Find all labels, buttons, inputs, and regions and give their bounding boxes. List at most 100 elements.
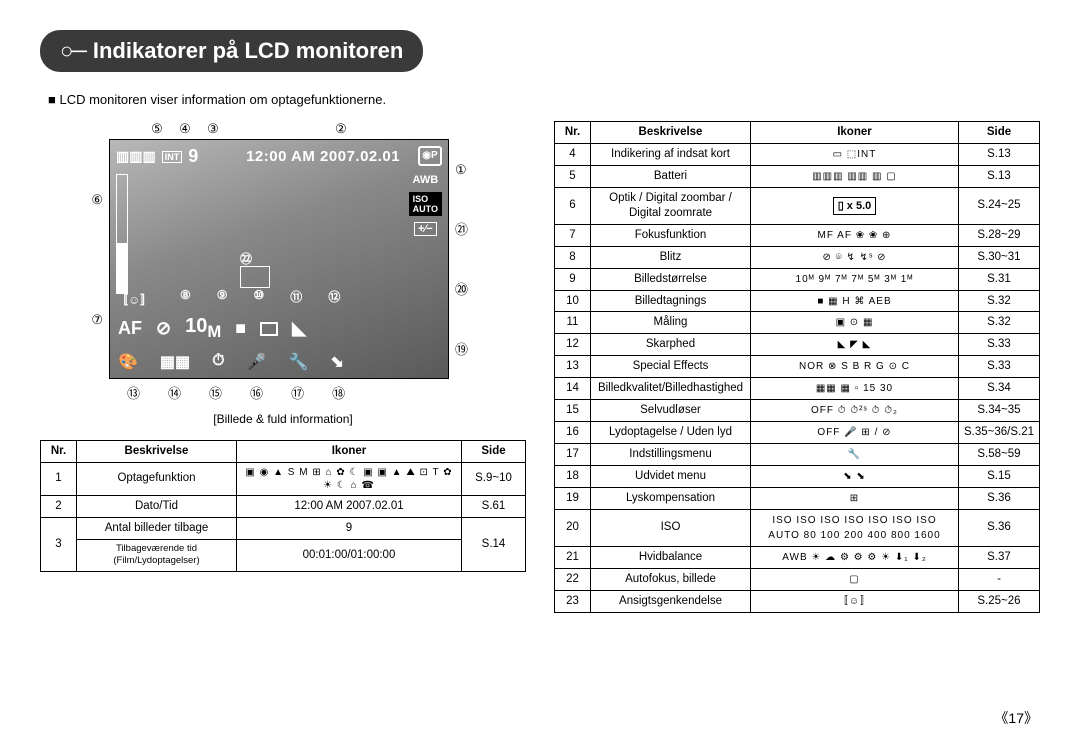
callout-16: ⑯ (250, 383, 263, 402)
table-row: 14Billedkvalitet/Billedhastighed▦▦ ▦ ▫ 1… (555, 378, 1040, 400)
mic-icon: 🎤 (247, 352, 267, 372)
quality-icon: ▦▦ (160, 352, 190, 372)
card-icon: INT (162, 151, 183, 163)
cell-nr: 11 (555, 312, 591, 334)
table-row: 5Batteri ▥▥▥ ▥▥ ▥ ▢ S.13 (555, 165, 1040, 187)
cell-ikon-content: ▥▥▥ ▥▥ ▥ ▢ (812, 171, 896, 182)
cell-ikon: 🔧 (751, 444, 959, 466)
th-ikon: Ikoner (237, 441, 462, 463)
callout-13: ⑬ (127, 383, 140, 402)
table-row: 15SelvudløserOFF ⏱ ⏱²ˢ ⏱ ⏱₂S.34~35 (555, 400, 1040, 422)
cell-nr: 22 (555, 568, 591, 590)
cell-side: S.28~29 (958, 224, 1039, 246)
lcd-caption: [Billede & fuld information] (40, 412, 526, 426)
table-row: 23Ansigtsgenkendelse〚☺〛S.25~26 (555, 590, 1040, 612)
cell-nr: 8 (555, 246, 591, 268)
cell-ikon-content: ◣ ◤ ◣ (838, 339, 872, 350)
cell-nr: 18 (555, 466, 591, 488)
table-row: Tilbageværende tid (Film/Lydoptagelser) … (41, 539, 526, 571)
table-row: 9Billedstørrelse10ᴹ 9ᴹ 7ᴹ 7ᴹ 5ᴹ 3ᴹ 1ᴹS.3… (555, 268, 1040, 290)
cell-nr: 12 (555, 334, 591, 356)
cell-side: S.31 (958, 268, 1039, 290)
af-label: AF (118, 318, 142, 339)
cell-desc: Udvidet menu (591, 466, 751, 488)
cell-side: S.14 (462, 517, 526, 571)
page-number: 《17》 (994, 708, 1038, 728)
callout-4: ④ (171, 121, 199, 137)
cell-ikon-content: ISO ISO ISO ISO ISO ISO ISOAUTO 80 100 2… (768, 515, 940, 541)
cell-side: S.34~35 (958, 400, 1039, 422)
callout-14: ⑭ (168, 383, 181, 402)
cell-desc: Blitz (591, 246, 751, 268)
cell-ikon-content: ⊘ ⌾ ↯ ↯ˢ ⊘ (822, 252, 886, 263)
table-row: 18Udvidet menu⬊ ⬊S.15 (555, 466, 1040, 488)
table-row: 1 Optagefunktion ▣ ◉ ▲ S M ⊞ ⌂ ✿ ☾ ▣ ▣ ▲… (41, 462, 526, 495)
cell-ikon: 9 (237, 517, 462, 539)
th-nr: Nr. (555, 122, 591, 144)
cell-side: S.30~31 (958, 246, 1039, 268)
table-row: 7FokusfunktionMF AF ❀ ❀ ⊕S.28~29 (555, 224, 1040, 246)
table-row: 12Skarphed◣ ◤ ◣S.33 (555, 334, 1040, 356)
cell-ikon: ▣ ⊙ ▦ (751, 312, 959, 334)
timer-icon: ⏱ (212, 352, 224, 372)
callout-10: ⑩ (254, 288, 265, 305)
table-row: 8Blitz ⊘ ⌾ ↯ ↯ˢ ⊘ S.30~31 (555, 246, 1040, 268)
table-row: 2 Dato/Tid 12:00 AM 2007.02.01 S.61 (41, 495, 526, 517)
cell-desc: Autofokus, billede (591, 568, 751, 590)
cell-ikon: MF AF ❀ ❀ ⊕ (751, 224, 959, 246)
cell-nr: 6 (555, 187, 591, 224)
cell-side: S.13 (958, 165, 1039, 187)
callouts-bottom: ⑬ ⑭ ⑮ ⑯ ⑰ ⑱ (83, 383, 483, 402)
cell-ikon: ◣ ◤ ◣ (751, 334, 959, 356)
th-nr: Nr. (41, 441, 77, 463)
cell-ikon: ISO ISO ISO ISO ISO ISO ISOAUTO 80 100 2… (751, 509, 959, 546)
cell-desc: Indikering af indsat kort (591, 143, 751, 165)
cell-ikon-content: ▭ ⬚INT (833, 149, 877, 160)
cell-side: S.15 (958, 466, 1039, 488)
cell-ikon: OFF ⏱ ⏱²ˢ ⏱ ⏱₂ (751, 400, 959, 422)
cell-ikon: ⊞ (751, 487, 959, 509)
callout-12: ⑫ (328, 288, 340, 305)
cell-ikon: ▣ ◉ ▲ S M ⊞ ⌂ ✿ ☾ ▣ ▣ ▲ ⛰ ⊡ T ✿ ☀ ☾ ⌂ ☎ (237, 462, 462, 495)
iso-icon: ISOAUTO (409, 192, 442, 216)
table-header-row: Nr. Beskrivelse Ikoner Side (555, 122, 1040, 144)
cell-ikon-content: AWB ☀ ☁ ⚙ ⚙ ⚙ ☀ ⬇₁ ⬇₂ (782, 552, 926, 563)
cell-desc: Fokusfunktion (591, 224, 751, 246)
flash-off-icon: ⊘ (156, 318, 171, 339)
callouts-left: ⑥ ⑦ (83, 139, 109, 379)
cell-desc: Optagefunktion (77, 462, 237, 495)
cell-ikon-content: ⊞ (850, 493, 859, 504)
image-size: 10M (185, 315, 221, 342)
cell-nr: 7 (555, 224, 591, 246)
cell-ikon: ⬊ ⬊ (751, 466, 959, 488)
cell-nr: 4 (555, 143, 591, 165)
two-column-layout: ⑤ ④ ③ ② ⑥ ⑦ ▥▥▥ INT 9 12:00 AM 2007.02.0… (40, 121, 1040, 613)
table-row: 22Autofokus, billede▢- (555, 568, 1040, 590)
cell-desc: Indstillingsmenu (591, 444, 751, 466)
cell-nr: 5 (555, 165, 591, 187)
cell-side: S.33 (958, 334, 1039, 356)
cell-ikon-content: OFF 🎤 ⊞ / ⊘ (817, 427, 891, 438)
cell-desc: Hvidbalance (591, 546, 751, 568)
awb-icon: AWB (412, 174, 438, 186)
cell-ikon-content: 🔧 (848, 449, 861, 460)
cell-ikon-content: ▢ (849, 574, 859, 585)
cell-ikon-content: OFF ⏱ ⏱²ˢ ⏱ ⏱₂ (811, 405, 898, 416)
th-ikon: Ikoner (751, 122, 959, 144)
cell-desc: Batteri (591, 165, 751, 187)
cell-nr: 2 (41, 495, 77, 517)
cell-side: S.13 (958, 143, 1039, 165)
table-row: 11Måling▣ ⊙ ▦S.32 (555, 312, 1040, 334)
drive-icon: ■ (235, 318, 246, 339)
lcd-screen: ▥▥▥ INT 9 12:00 AM 2007.02.01 ◉P AWB ISO… (109, 139, 449, 379)
left-table: Nr. Beskrivelse Ikoner Side 1 Optagefunk… (40, 440, 526, 572)
cell-ikon: OFF 🎤 ⊞ / ⊘ (751, 422, 959, 444)
table-row: 13Special EffectsNOR ⊗ S B R G ⊙ CS.33 (555, 356, 1040, 378)
cell-desc: Antal billeder tilbage (77, 517, 237, 539)
cell-nr: 13 (555, 356, 591, 378)
cell-side: S.61 (462, 495, 526, 517)
cell-desc: Optik / Digital zoombar / Digital zoomra… (591, 187, 751, 224)
cell-ikon: 10ᴹ 9ᴹ 7ᴹ 7ᴹ 5ᴹ 3ᴹ 1ᴹ (751, 268, 959, 290)
callout-21: ㉑ (455, 223, 475, 236)
cell-ikon: AWB ☀ ☁ ⚙ ⚙ ⚙ ☀ ⬇₁ ⬇₂ (751, 546, 959, 568)
